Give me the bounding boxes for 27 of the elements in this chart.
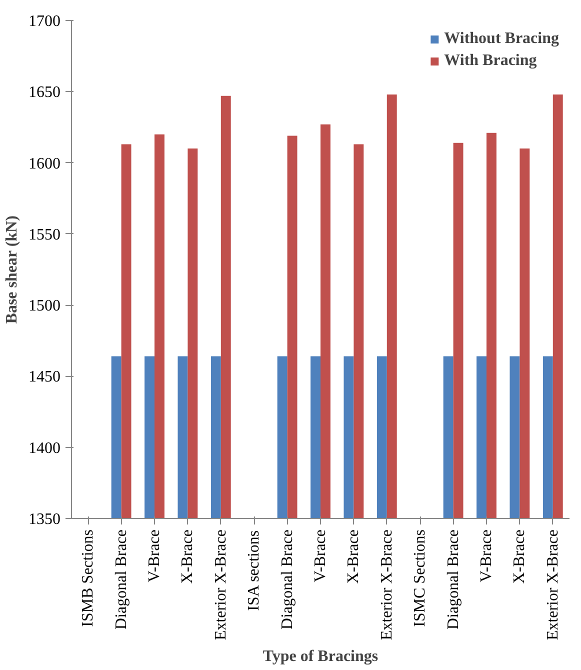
x-tick-label: X-Brace <box>511 530 528 584</box>
y-tick-label: 1550 <box>28 226 60 244</box>
legend-label: Without Bracing <box>444 30 559 48</box>
x-tick-label: Diagonal Brace <box>444 530 462 630</box>
x-tick-label: V-Brace <box>146 530 163 582</box>
y-tick-label: 1400 <box>28 440 60 457</box>
x-tick-label: V-Brace <box>312 530 329 582</box>
y-tick-label: 1650 <box>28 84 60 102</box>
x-tick-label: ISMB Sections <box>80 530 97 627</box>
x-tick-label: Diagonal Brace <box>112 530 130 630</box>
y-tick-label: 1450 <box>28 368 60 386</box>
x-tick-label: Exterior X-Brace <box>212 530 230 640</box>
y-tick-label: 1600 <box>28 155 60 172</box>
x-tick-label: ISMC Sections <box>412 530 429 627</box>
y-tick-label: 1700 <box>28 13 60 30</box>
y-tick-label: 1350 <box>28 511 60 528</box>
x-tick-label: X-Brace <box>179 530 196 584</box>
y-tick-label: 1500 <box>28 298 60 315</box>
x-axis-title: Type of Bracings <box>262 648 378 666</box>
x-tick-label: Exterior X-Brace <box>378 530 396 640</box>
x-tick-label: X-Brace <box>345 530 362 584</box>
legend-label: With Bracing <box>444 52 537 70</box>
x-tick-label: V-Brace <box>478 530 495 582</box>
x-tick-label: Exterior X-Brace <box>544 530 562 640</box>
x-tick-label: Diagonal Brace <box>278 530 296 630</box>
x-tick-label: ISA sections <box>246 530 263 611</box>
y-axis-title: Base shear (kN) <box>4 216 20 324</box>
